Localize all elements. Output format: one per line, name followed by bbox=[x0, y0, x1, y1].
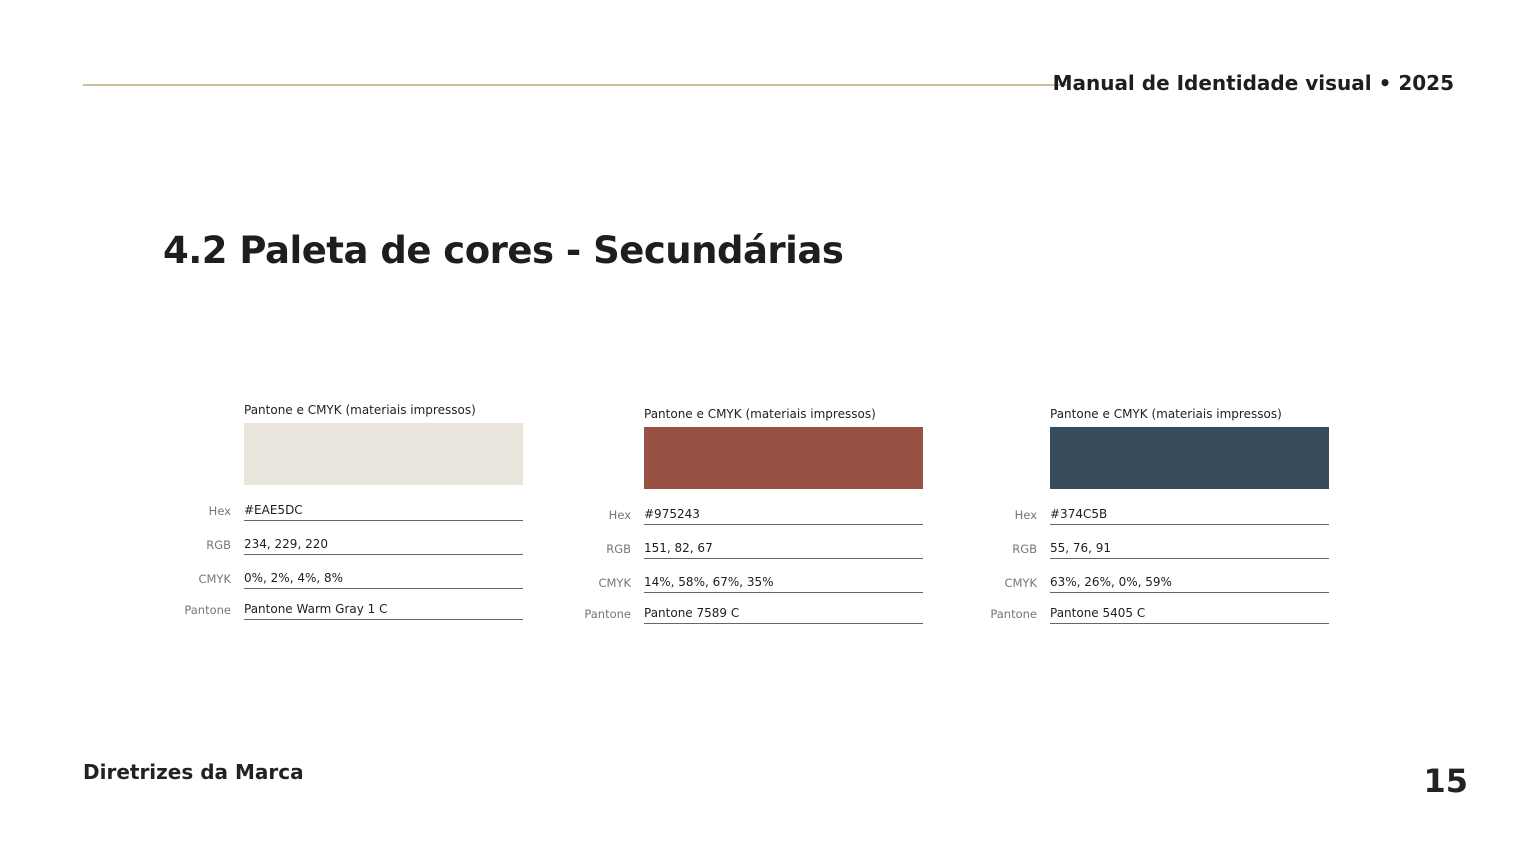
palette-caption: Pantone e CMYK (materiais impressos) bbox=[1050, 407, 1282, 421]
row-value: #374C5B bbox=[1050, 507, 1329, 525]
row-label: Hex bbox=[208, 504, 231, 518]
row-value: 234, 229, 220 bbox=[244, 537, 523, 555]
row-value: Pantone 5405 C bbox=[1050, 606, 1329, 624]
row-value: #EAE5DC bbox=[244, 503, 523, 521]
footer-label: Diretrizes da Marca bbox=[83, 760, 304, 784]
color-swatch bbox=[644, 427, 923, 489]
row-label: RGB bbox=[1012, 542, 1037, 556]
row-value: #975243 bbox=[644, 507, 923, 525]
row-value: 14%, 58%, 67%, 35% bbox=[644, 575, 923, 593]
row-label: Pantone bbox=[184, 603, 231, 617]
row-label: Hex bbox=[608, 508, 631, 522]
header-title: Manual de Identidade visual • 2025 bbox=[1052, 71, 1454, 95]
row-label: RGB bbox=[606, 542, 631, 556]
row-label: Pantone bbox=[990, 607, 1037, 621]
row-value: 63%, 26%, 0%, 59% bbox=[1050, 575, 1329, 593]
row-label: CMYK bbox=[198, 572, 231, 586]
row-label: RGB bbox=[206, 538, 231, 552]
header-rule bbox=[83, 84, 1067, 86]
page-number: 15 bbox=[1423, 762, 1468, 800]
slide-title: 4.2 Paleta de cores - Secundárias bbox=[163, 229, 844, 272]
row-label: CMYK bbox=[598, 576, 631, 590]
palette-caption: Pantone e CMYK (materiais impressos) bbox=[244, 403, 476, 417]
row-label: Pantone bbox=[584, 607, 631, 621]
palette-caption: Pantone e CMYK (materiais impressos) bbox=[644, 407, 876, 421]
row-value: 55, 76, 91 bbox=[1050, 541, 1329, 559]
row-value: Pantone Warm Gray 1 C bbox=[244, 602, 523, 620]
row-label: CMYK bbox=[1004, 576, 1037, 590]
row-value: 151, 82, 67 bbox=[644, 541, 923, 559]
color-swatch bbox=[244, 423, 523, 485]
row-value: 0%, 2%, 4%, 8% bbox=[244, 571, 523, 589]
color-swatch bbox=[1050, 427, 1329, 489]
row-label: Hex bbox=[1014, 508, 1037, 522]
row-value: Pantone 7589 C bbox=[644, 606, 923, 624]
